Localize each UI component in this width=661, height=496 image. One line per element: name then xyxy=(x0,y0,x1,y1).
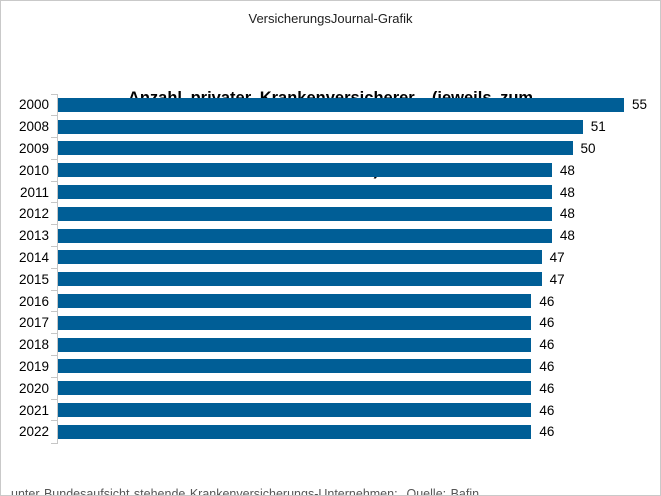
bar xyxy=(58,294,532,309)
bar-zone: 46 xyxy=(58,312,660,334)
bar xyxy=(58,206,552,221)
footnote: unter Bundesaufsicht stehende Krankenver… xyxy=(11,457,652,496)
value-label: 48 xyxy=(559,206,575,222)
chart-row: 2016 46 xyxy=(1,289,660,312)
bar xyxy=(58,315,532,330)
value-label: 48 xyxy=(559,162,575,178)
bar-zone: 48 xyxy=(58,225,660,247)
bar xyxy=(58,119,583,134)
year-label: 2008 xyxy=(18,119,49,135)
bar-zone: 51 xyxy=(58,116,660,138)
value-label: 46 xyxy=(539,402,555,418)
value-label: 46 xyxy=(539,358,555,374)
bar xyxy=(58,250,542,265)
bar xyxy=(58,163,552,178)
chart-row: 2015 47 xyxy=(1,267,660,290)
chart-row: 2018 46 xyxy=(1,333,660,356)
year-label: 2017 xyxy=(18,315,49,331)
bar-zone: 47 xyxy=(58,247,660,269)
bar-zone: 46 xyxy=(58,377,660,399)
value-label: 48 xyxy=(559,184,575,200)
value-label: 51 xyxy=(590,119,606,135)
bar-zone: 46 xyxy=(58,421,660,443)
year-label: 2021 xyxy=(18,402,49,418)
bar-zone: 55 xyxy=(58,94,660,116)
value-label: 55 xyxy=(631,97,647,113)
chart-row: 2020 46 xyxy=(1,376,660,399)
value-label: 47 xyxy=(549,249,565,265)
chart-row: 2010 48 xyxy=(1,158,660,181)
bar xyxy=(58,424,532,439)
bar xyxy=(58,228,552,243)
year-label: 2019 xyxy=(18,358,49,374)
value-label: 50 xyxy=(580,140,596,156)
bar xyxy=(58,185,552,200)
year-label: 2018 xyxy=(18,337,49,353)
year-label: 2011 xyxy=(19,184,49,200)
chart-row: 2009 50 xyxy=(1,137,660,160)
chart-row: 2008 51 xyxy=(1,115,660,138)
bar-zone: 50 xyxy=(58,138,660,160)
bar-zone: 47 xyxy=(58,268,660,290)
value-label: 46 xyxy=(539,293,555,309)
year-label: 2020 xyxy=(18,380,49,396)
value-label: 46 xyxy=(539,424,555,440)
year-label: 2013 xyxy=(18,228,49,244)
bar xyxy=(58,403,532,418)
bar xyxy=(58,97,624,112)
bar-zone: 48 xyxy=(58,181,660,203)
bar xyxy=(58,381,532,396)
value-label: 46 xyxy=(539,337,555,353)
bar-zone: 48 xyxy=(58,159,660,181)
bar-zone: 46 xyxy=(58,356,660,378)
y-axis-end-tick xyxy=(51,443,58,444)
bar-zone: 46 xyxy=(58,290,660,312)
chart-rows: 2000 55 2008 51 2009 50 2010 48 2011 48 xyxy=(1,93,660,443)
chart-row: 2011 48 xyxy=(1,180,660,203)
year-label: 2014 xyxy=(18,249,49,265)
bar xyxy=(58,337,532,352)
chart-row: 2013 48 xyxy=(1,224,660,247)
bar-zone: 48 xyxy=(58,203,660,225)
source-label: VersicherungsJournal-Grafik xyxy=(248,11,413,26)
year-label: 2012 xyxy=(18,206,49,222)
bar-zone: 46 xyxy=(58,334,660,356)
chart-row: 2012 48 xyxy=(1,202,660,225)
chart-row: 2000 55 xyxy=(1,93,660,116)
bar xyxy=(58,141,573,156)
value-label: 46 xyxy=(539,315,555,331)
year-label: 2016 xyxy=(18,293,49,309)
year-label: 2022 xyxy=(18,424,49,440)
value-label: 48 xyxy=(559,228,575,244)
year-label: 2015 xyxy=(18,271,49,287)
bar-zone: 46 xyxy=(58,399,660,421)
footnote-line1: unter Bundesaufsicht stehende Krankenver… xyxy=(11,487,483,496)
chart-row: 2014 47 xyxy=(1,246,660,269)
bar xyxy=(58,272,542,287)
chart-row: 2021 46 xyxy=(1,398,660,421)
bar xyxy=(58,359,532,374)
year-label: 2009 xyxy=(18,140,49,156)
value-label: 46 xyxy=(539,380,555,396)
value-label: 47 xyxy=(549,271,565,287)
chart-row: 2017 46 xyxy=(1,311,660,334)
chart-row: 2019 46 xyxy=(1,355,660,378)
year-label: 2000 xyxy=(18,97,49,113)
chart-row: 2022 46 xyxy=(1,420,660,443)
year-label: 2010 xyxy=(18,162,49,178)
